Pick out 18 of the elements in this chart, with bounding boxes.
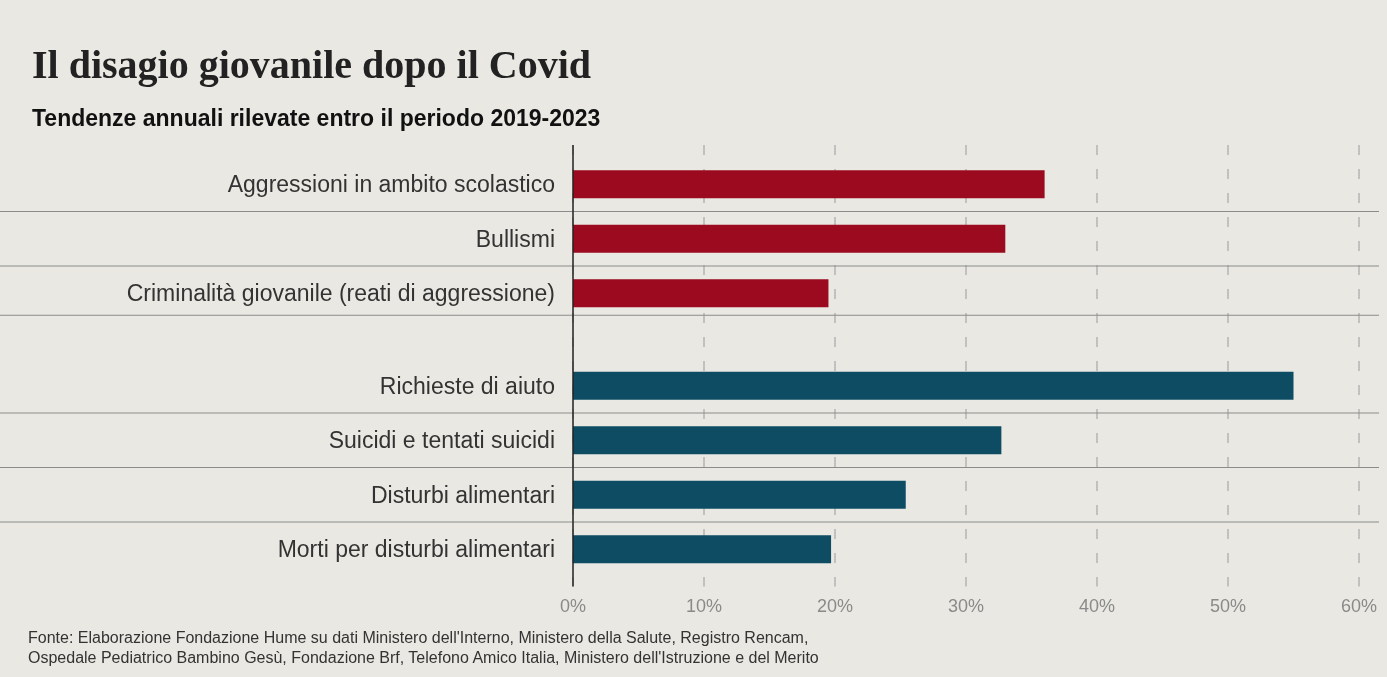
y-tick-label: Morti per disturbi alimentari [277, 536, 555, 563]
y-tick-label: Richieste di aiuto [379, 372, 555, 399]
y-tick-label: Bullismi [475, 225, 555, 252]
source-note: Fonte: Elaborazione Fondazione Hume su dati Ministero dell'Interno, Ministero della Salute, Registro Rencam, [28, 629, 809, 646]
x-tick-label: 10% [685, 595, 723, 616]
text: Tendenze annuali rilevate entro il periodo 2019-2023 [32, 105, 601, 131]
x-tick-label: 60% [1340, 595, 1378, 616]
x-tick-label: 50% [1209, 595, 1247, 616]
y-tick-label: Suicidi e tentati suicidi [328, 427, 555, 454]
chart-title: Il disagio giovanile dopo il Covid [32, 42, 592, 87]
x-tick-label: 20% [816, 595, 854, 616]
y-tick-label: Aggressioni in ambito scolastico [227, 171, 555, 198]
x-tick-label: 0% [559, 595, 587, 616]
text: Ospedale Pediatrico Bambino Gesù, Fondazione Brf, Telefono Amico Italia, Ministero dell'Istruzione e del Merito [28, 649, 819, 666]
y-tick-label: Disturbi alimentari [370, 481, 555, 508]
x-tick-label: 30% [947, 595, 985, 616]
x-tick-label: 40% [1078, 595, 1116, 616]
y-tick-label: Criminalità giovanile (reati di aggressione) [126, 280, 555, 307]
